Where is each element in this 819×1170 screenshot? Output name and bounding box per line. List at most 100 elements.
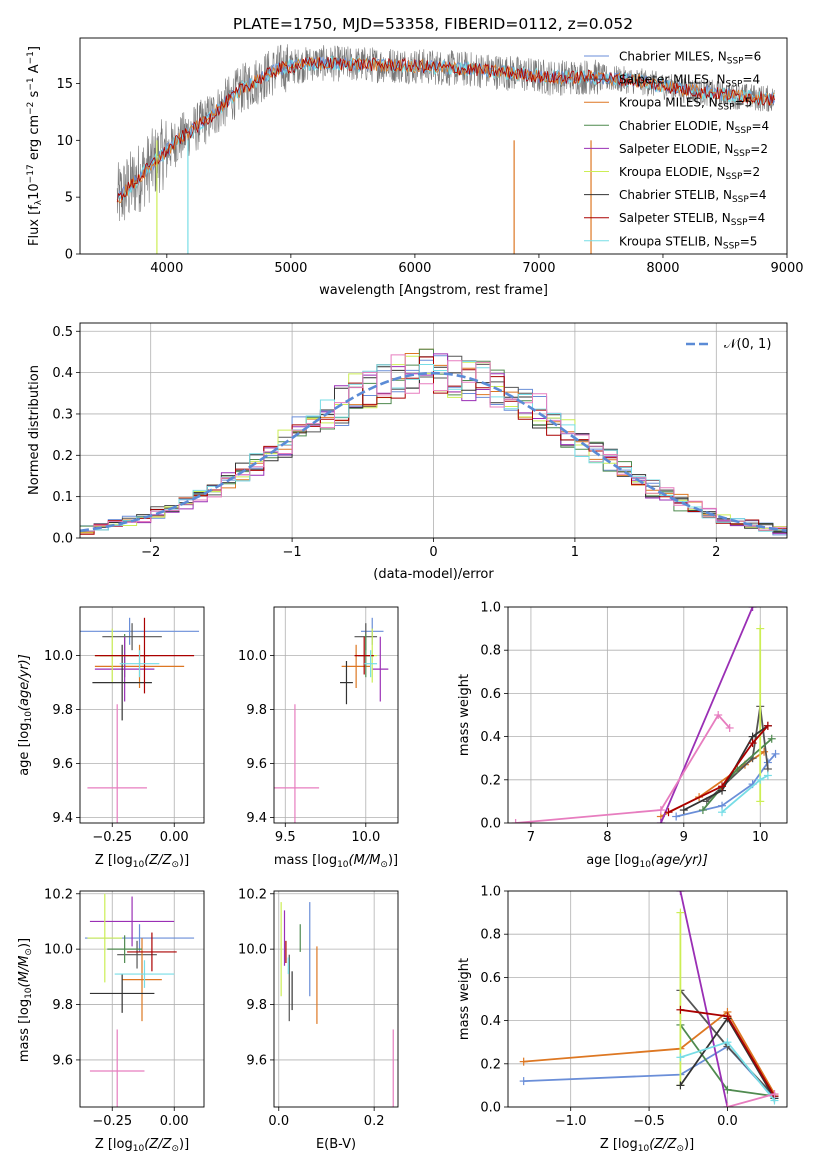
- age-z-xlabel-part: Z [log: [95, 853, 133, 868]
- axes-frame: [79, 890, 205, 1108]
- axes-frame: [273, 890, 399, 1108]
- weight_vs_Z-ytick-label: 0.4: [480, 1014, 501, 1029]
- spectrum-ylabel-part: erg cm: [27, 115, 42, 164]
- age_vs_Z-axes: −0.25 0.00 9.4 9.6 9.8 10.0: [44, 606, 205, 845]
- mass-z-ylabel-part: 10: [24, 987, 34, 999]
- weight-age-ylabel: mass weight: [457, 674, 472, 756]
- mass-z-ylabel-part: ⊙: [24, 948, 34, 956]
- residual-histogram-step: [80, 354, 787, 532]
- mass_vs_ebv-ytick-label: 9.6: [246, 1053, 267, 1068]
- mass_vs_ebv-xtick-label: 0.2: [364, 1114, 385, 1129]
- legend-entry-part: SSP: [735, 126, 752, 136]
- legend-entry: Kroupa ELODIE, NSSP=2: [619, 165, 760, 182]
- residuals-xtick-label: −1: [283, 545, 302, 560]
- weight_vs_age-xtick-label: 7: [527, 830, 535, 845]
- age-mass-xlabel-part: )]: [388, 853, 398, 868]
- spectrum-xlabel: wavelength [Angstrom, rest frame]: [319, 283, 548, 298]
- mass-weight-line: [660, 607, 754, 823]
- axes-frame: [79, 37, 788, 255]
- mass-z-xlabel: Z [log10(Z/Z⊙)]: [95, 1137, 189, 1154]
- mass-z-xlabel-part: 10: [133, 1144, 145, 1154]
- age_vs_mass-ytick-label: 9.6: [246, 757, 267, 772]
- spectrum-plot: [116, 44, 776, 254]
- mass_vs_ebv-ytick-label: 10.2: [238, 887, 267, 902]
- spectrum-ytick-label: 0: [65, 248, 73, 263]
- residuals-plot: [80, 348, 787, 536]
- axes-frame: [273, 606, 399, 824]
- legend-entry-part: Kroupa ELODIE, N: [619, 165, 726, 179]
- spectrum-ylabel-part: −1: [26, 77, 36, 90]
- spectrum-ylabel-part: ]: [27, 46, 42, 51]
- age_vs_Z-xtick-label: −0.25: [92, 830, 132, 845]
- legend-entry-part: =6: [744, 50, 762, 64]
- age_vs_mass-ytick-label: 9.8: [246, 703, 267, 718]
- spectrum-axes: 4000 5000 6000 7000 8000 9000 0 5 10 15: [56, 37, 804, 276]
- mass-z-ylabel-part: (M/M: [17, 956, 32, 988]
- age_vs_mass-plot: [274, 617, 389, 823]
- mass_vs_ebv-axes: 0.0 0.2 9.6 9.8 10.0 10.2: [238, 887, 399, 1129]
- residuals-ytick-label: 0.4: [52, 366, 73, 381]
- mass_vs_Z-ytick-label: 10.2: [44, 887, 73, 902]
- legend-entry-part: Salpeter ELODIE, N: [619, 142, 733, 156]
- weight_vs_Z-xtick-label: −0.5: [633, 1114, 665, 1129]
- residuals-xtick-label: 0: [429, 545, 437, 560]
- weight_vs_age-ytick-label: 0.6: [480, 687, 501, 702]
- weight_vs_Z-ytick-label: 0.8: [480, 928, 501, 943]
- weight-z-xlabel-part: ⊙: [676, 1144, 684, 1154]
- age-z-ylabel-part: (age/yr)]: [17, 654, 32, 711]
- legend-entry-part: SSP: [733, 149, 750, 159]
- age-z-xlabel-part: ⊙: [171, 860, 179, 870]
- legend-entry-part: Kroupa STELIB, N: [619, 234, 723, 248]
- mass_vs_ebv-plot: [280, 902, 394, 1107]
- weight_vs_Z-axes: −1.0 −0.5 0.0 0.0 0.2 0.4 0.6 0.8 1.0: [480, 885, 788, 1129]
- age-z-xlabel-part: 10: [133, 860, 145, 870]
- legend-entry: Chabrier MILES, NSSP=6: [619, 50, 761, 67]
- mass-z-xlabel-part: Z [log: [95, 1137, 133, 1152]
- weight-z-xlabel: Z [log10(Z/Z⊙)]: [600, 1137, 694, 1154]
- weight_vs_age-plot: [511, 607, 780, 823]
- age_vs_Z-ytick-label: 10.0: [44, 649, 73, 664]
- legend-entry-part: SSP: [718, 103, 735, 113]
- age-z-ylabel-part: age [log: [17, 723, 32, 776]
- legend-entry-part: =5: [740, 234, 758, 248]
- residuals-ytick-label: 0.2: [52, 449, 73, 464]
- mass_vs_Z-xtick-label: 0.00: [160, 1114, 189, 1129]
- spectrum-ylabel-part: −1: [26, 51, 36, 64]
- residuals-xtick-label: 2: [712, 545, 720, 560]
- spectrum-ylabel-part: s: [27, 90, 42, 101]
- mass-z-ylabel-part: )]: [17, 938, 32, 948]
- spectrum-xtick-label: 5000: [274, 261, 307, 276]
- age-mass-xlabel: mass [log10(M/M⊙)]: [274, 853, 398, 870]
- figure-title: PLATE=1750, MJD=53358, FIBERID=0112, z=0…: [233, 15, 633, 33]
- mass-weight-line: [706, 706, 769, 803]
- age-z-xlabel-part: (Z/Z: [144, 853, 172, 868]
- spectrum-ylabel-part: λ: [34, 199, 44, 205]
- weight_vs_age-xtick-label: 9: [680, 830, 688, 845]
- spectrum-ytick-label: 10: [56, 134, 73, 149]
- spectrum-ylabel-part: A: [27, 64, 42, 77]
- spectrum-ylabel-part: −17: [26, 164, 36, 183]
- spectrum-ytick-label: 5: [65, 191, 73, 206]
- age_vs_mass-axes: 9.5 10.0 9.4 9.6 9.8 10.0: [238, 606, 399, 845]
- legend-entry-part: Chabrier ELODIE, N: [619, 119, 735, 133]
- axes-frame: [79, 322, 788, 539]
- weight_vs_age-ytick-label: 1.0: [480, 601, 501, 616]
- axes-frame: [79, 606, 205, 824]
- spectrum-xtick-label: 6000: [398, 261, 431, 276]
- weight-age-xlabel-part: (age/yr)]: [651, 853, 708, 868]
- legend-entry-part: =4: [748, 211, 766, 225]
- axes-frame: [507, 890, 788, 1108]
- residual-histogram-step: [80, 361, 787, 532]
- spectrum-xtick-label: 7000: [522, 261, 555, 276]
- weight-z-xlabel-part: (Z/Z: [649, 1137, 677, 1152]
- legend-entry-part: Chabrier MILES, N: [619, 50, 727, 64]
- mass-ebv-xlabel: E(B-V): [316, 1137, 356, 1152]
- weight_vs_Z-xtick-label: 0.0: [717, 1114, 738, 1129]
- legend-entry-part: =4: [749, 188, 767, 202]
- mass-z-ylabel: mass [log10(M/M⊙)]: [17, 938, 34, 1062]
- age_vs_Z-ytick-label: 9.8: [52, 703, 73, 718]
- residuals-xtick-label: 1: [571, 545, 579, 560]
- legend-entry: Kroupa STELIB, NSSP=5: [619, 234, 757, 251]
- legend-entry-part: Chabrier STELIB, N: [619, 188, 732, 202]
- legend-entry-part: =4: [751, 119, 769, 133]
